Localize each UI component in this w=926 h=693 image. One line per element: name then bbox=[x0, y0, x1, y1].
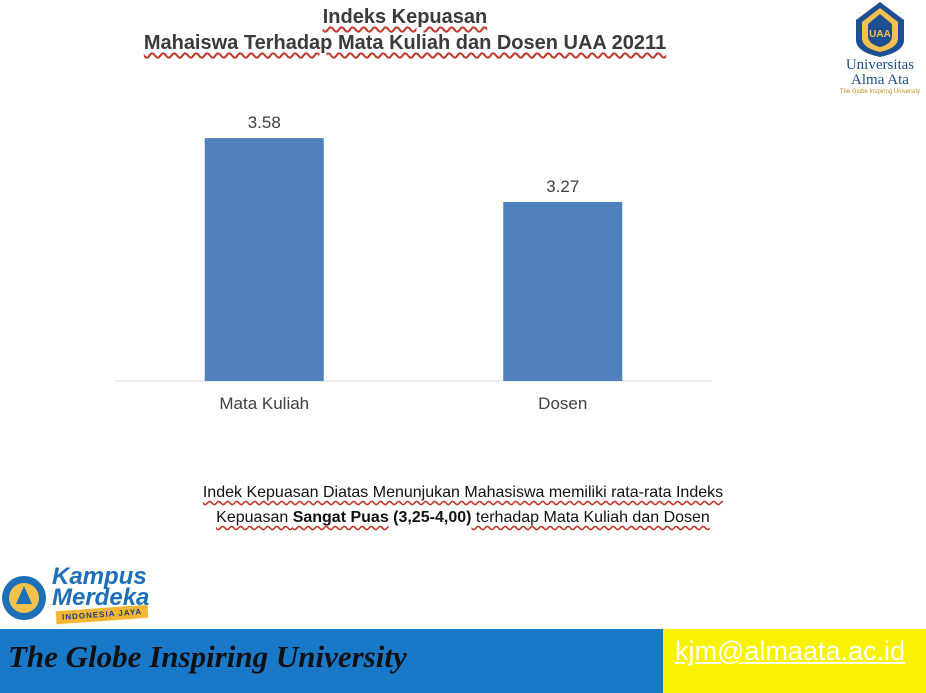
note-emphasis: Sangat Puas bbox=[292, 509, 389, 526]
footer-email-link[interactable]: kjm@almaata.ac.id bbox=[675, 636, 905, 666]
category-label-1: Dosen bbox=[538, 394, 587, 413]
logo-name-line1: Universitas bbox=[845, 57, 915, 73]
note-line1: Indek Kepuasan Diatas Menunjukan Mahasis… bbox=[202, 484, 724, 501]
data-label-0: 3.58 bbox=[248, 113, 281, 132]
university-crest-icon: UAA bbox=[856, 2, 904, 57]
chart-title-line1: Indeks Kepuasan bbox=[322, 6, 488, 28]
note-range: (3,25-4,00) bbox=[393, 509, 472, 526]
bar-0 bbox=[204, 138, 324, 381]
kampus-merdeka-text: Kampus Merdeka bbox=[52, 563, 150, 611]
kampus-merdeka-logo: Kampus Merdeka INDONESIA JAYA bbox=[0, 563, 170, 628]
university-logo: UAA Universitas Alma Ata The Globe Inspi… bbox=[834, 0, 926, 102]
data-label-1: 3.27 bbox=[546, 177, 579, 196]
category-label-0: Mata Kuliah bbox=[219, 394, 309, 413]
chart-title: Indeks Kepuasan Mahaiswa Terhadap Mata K… bbox=[0, 4, 810, 56]
logo-name-line2: Alma Ata bbox=[851, 72, 909, 88]
bar-chart: 3.58 Mata Kuliah 3.27 Dosen bbox=[115, 113, 712, 413]
svg-text:UAA: UAA bbox=[869, 29, 891, 40]
chart-title-line2: Mahaiswa Terhadap Mata Kuliah dan Dosen … bbox=[143, 32, 667, 54]
footer-slogan: The Globe Inspiring University bbox=[8, 639, 407, 674]
logo-tagline: The Globe Inspiring University bbox=[839, 89, 921, 95]
footer-slogan-bar: The Globe Inspiring University bbox=[0, 629, 663, 693]
tut-wuri-handayani-icon bbox=[2, 576, 46, 620]
footer-email-bar: kjm@almaata.ac.id bbox=[663, 629, 926, 693]
bar-1 bbox=[503, 201, 623, 381]
note-line2: Kepuasan Sangat Puas (3,25-4,00) terhada… bbox=[216, 509, 710, 526]
chart-note: Indek Kepuasan Diatas Menunjukan Mahasis… bbox=[100, 480, 826, 530]
